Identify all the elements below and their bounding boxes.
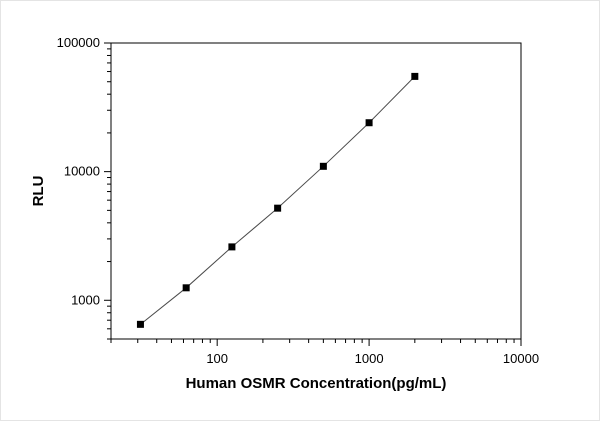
x-tick-label: 1000 [355,351,384,366]
x-tick-label: 100 [206,351,228,366]
plot-area: 100 1000 10000 1000 10000 100000 [57,35,539,366]
data-point [182,284,190,292]
plot-frame [110,42,522,340]
data-point [411,72,419,80]
data-point [228,243,236,251]
data-point [319,162,327,170]
x-axis-label: Human OSMR Concentration(pg/mL) [186,375,447,392]
y-axis-label: RLU [30,176,47,207]
y-tick-label: 10000 [64,164,100,179]
y-tick-label: 1000 [71,292,100,307]
x-tick-label: 10000 [503,351,539,366]
data-point [274,204,282,212]
data-line [140,76,416,325]
y-tick-label: 100000 [57,35,100,50]
data-point [365,119,373,127]
data-point [136,320,144,328]
